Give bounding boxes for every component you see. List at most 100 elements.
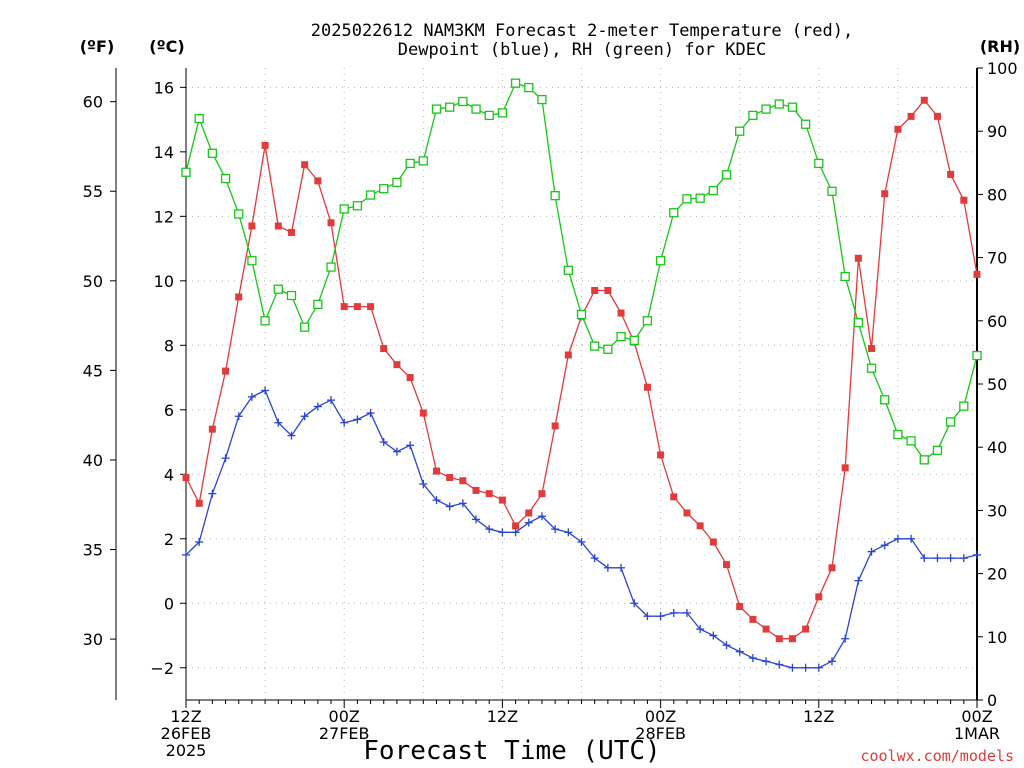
temp-point [604,286,612,294]
fahrenheit-tick-label: 45 [83,361,103,380]
x-tick-label: 2025 [166,741,207,760]
rh-point [880,395,890,405]
dew-point [511,528,520,537]
temp-point [841,464,849,472]
dew-point [617,563,626,572]
dew-point [419,479,428,488]
rh-point [840,271,850,282]
rh-series-line [185,82,978,461]
rh-point [247,256,257,266]
dew-point [735,647,744,656]
chart-title-line1: 2025022612 NAM3KM Forecast 2-meter Tempe… [311,21,853,41]
fahrenheit-tick-label: 30 [83,630,103,649]
dew-point [841,634,850,643]
celsius-tick-label: 10 [154,272,174,291]
dew-point [564,528,573,537]
dew-point [392,447,401,456]
rh-point [682,194,692,204]
rh-point [497,108,508,118]
rh-point [524,82,534,93]
dew-point [234,412,243,421]
temp-point [261,141,269,149]
temp-point [525,509,533,517]
temp-point [960,196,968,204]
celsius-tick-label: 6 [164,401,174,420]
x-tick-label: 12Z [170,707,201,726]
rh-point [906,436,916,446]
dew-point [814,663,823,672]
rh-tick-label: 90 [987,122,1007,141]
rh-point [445,102,455,112]
temp-point [696,522,704,530]
temp-point [723,561,731,569]
x-tick-label: 00Z [329,707,360,726]
rh-point [392,177,402,188]
rh-point [365,190,376,200]
celsius-tick-label: 14 [154,143,174,162]
rh-point [787,102,798,112]
rh-unit-label: (RH) [980,37,1020,56]
dew-point [682,608,691,617]
rh-tick-label: 10 [987,628,1007,647]
rh-point [932,445,943,456]
x-axis-label: Forecast Time (UTC) [363,736,660,766]
rh-tick-label: 70 [987,249,1007,268]
dew-point [537,512,546,521]
dew-point [432,496,441,505]
temp-point [657,451,665,459]
temp-point [815,593,823,601]
temp-point [551,422,559,430]
temp-series-line [185,99,978,640]
dew-point [300,412,309,421]
temp-point [222,367,230,375]
rh-point [484,110,494,121]
rh-point [972,350,982,361]
rh-point [669,208,679,218]
temp-point [419,409,427,417]
dew-point [973,550,981,559]
temp-point [709,538,717,546]
dew-point [577,538,586,546]
rh-point [326,262,336,272]
rh-point [286,290,297,301]
temp-point [736,602,744,610]
rh-point [352,201,363,211]
temp-point [432,467,440,475]
dew-point [445,502,454,511]
temp-point [380,345,388,353]
rh-point [959,401,969,411]
dew-point [920,554,929,563]
dew-point [274,418,283,427]
temp-point [591,286,599,294]
celsius-tick-label: 4 [164,465,174,484]
temp-point [907,112,915,120]
dew-point [959,554,968,563]
celsius-tick-label: 2 [164,530,174,549]
fahrenheit-tick-label: 40 [83,451,103,470]
temp-point [564,351,572,359]
temp-point [367,303,375,311]
temp-point [920,96,928,104]
rh-point [774,99,784,109]
rh-tick-label: 100 [987,59,1018,78]
rh-tick-label: 40 [987,438,1007,457]
temp-point [868,345,876,353]
rh-tick-label: 80 [987,185,1007,204]
dew-point [827,657,836,666]
rh-point [603,344,613,354]
temp-point [314,177,322,185]
rh-point [418,156,428,166]
x-tick-label: 00Z [961,707,992,726]
rh-point [695,193,705,203]
rh-point [234,209,244,219]
rh-point [458,96,468,107]
temp-point [287,228,295,236]
dew-point [907,534,916,543]
dew-point [313,402,322,411]
dew-point [933,554,942,563]
dew-point [643,612,652,621]
temp-point [854,254,862,262]
x-tick-label: 28FEB [635,724,686,743]
dew-point [340,418,349,427]
